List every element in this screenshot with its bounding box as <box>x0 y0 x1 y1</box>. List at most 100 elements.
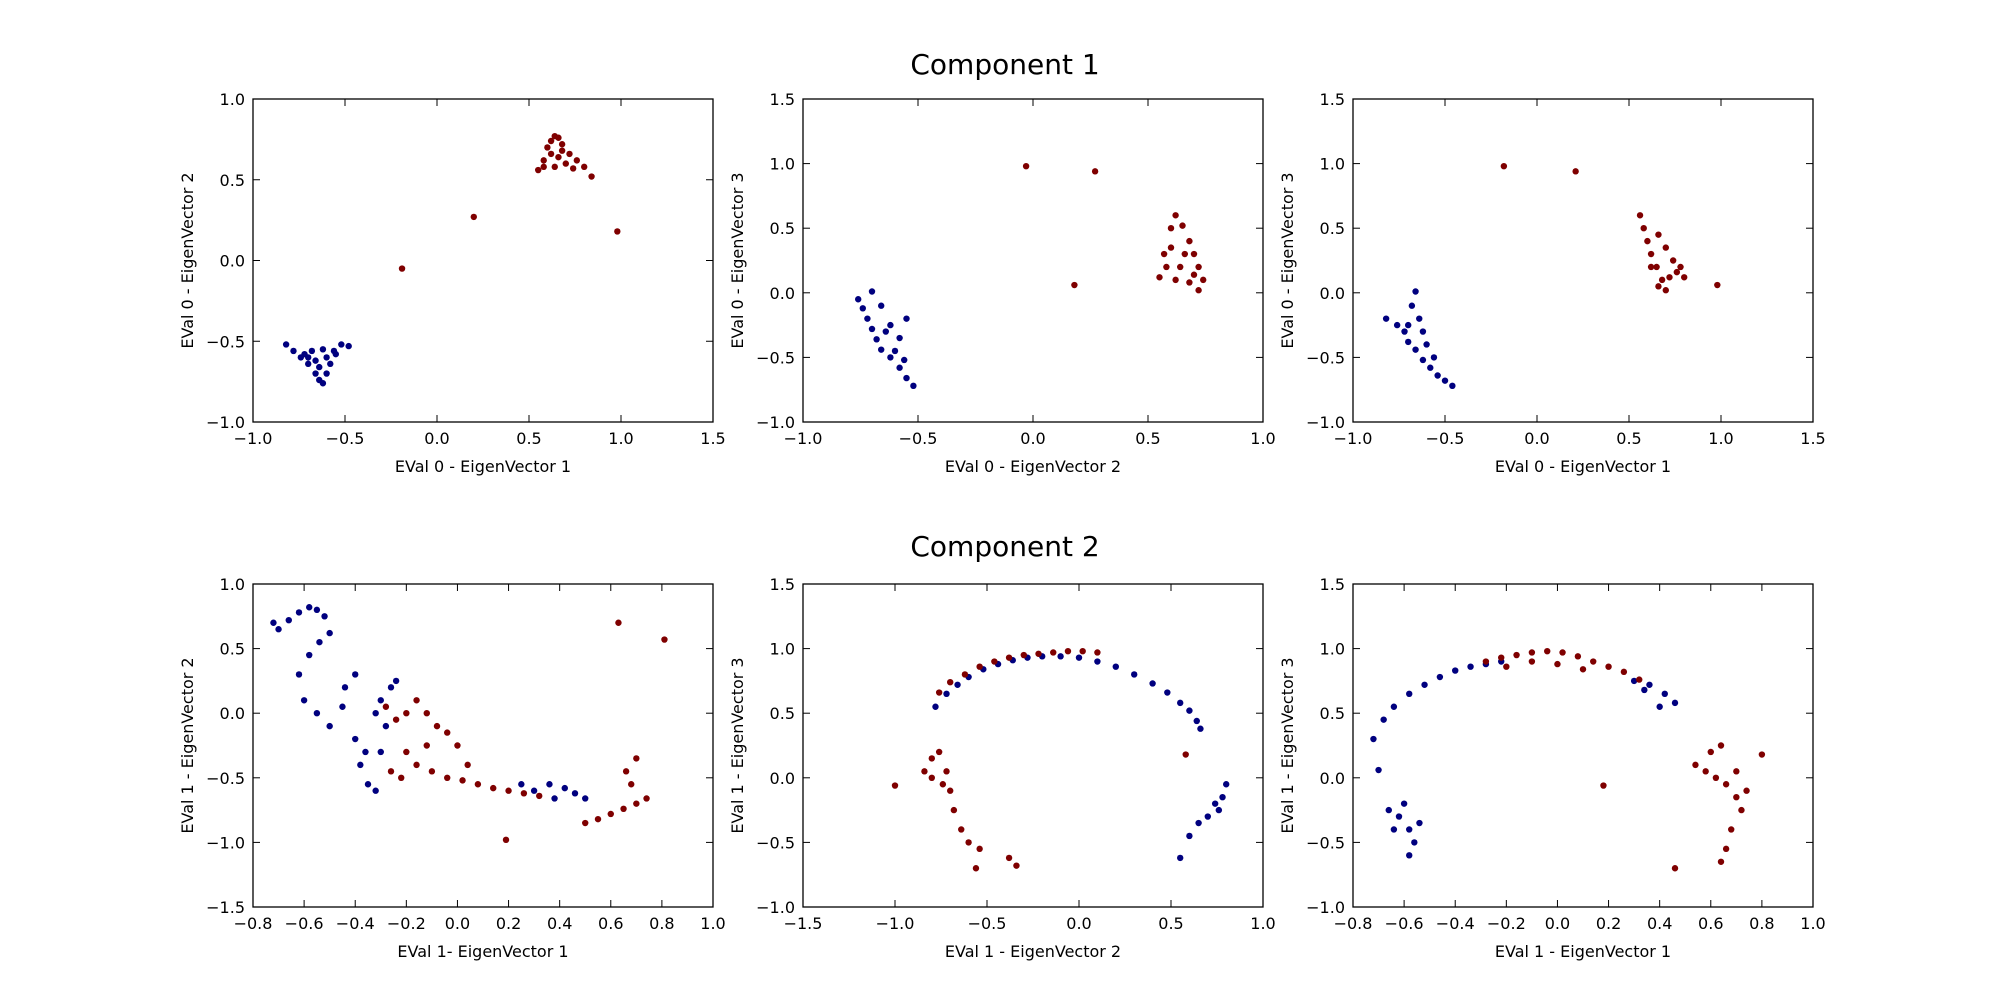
x-axis-label: EVal 1 - EigenVector 2 <box>945 942 1121 961</box>
data-point-series-0 <box>316 363 323 371</box>
data-point-series-1 <box>562 160 569 167</box>
data-point-series-1 <box>1071 281 1078 289</box>
data-point-series-1 <box>628 781 635 788</box>
data-point-series-0 <box>270 619 277 626</box>
data-point-series-1 <box>1662 244 1670 251</box>
data-point-series-0 <box>1423 341 1430 348</box>
data-point-series-1 <box>1722 781 1730 788</box>
y-tick-label: 0.5 <box>1320 219 1345 238</box>
data-point-series-0 <box>1195 819 1202 827</box>
y-tick-label: −0.5 <box>756 348 795 367</box>
data-point-series-0 <box>372 787 379 794</box>
y-tick-label: 1.5 <box>770 575 795 594</box>
x-tick-label: 1.0 <box>1250 429 1275 448</box>
data-point-series-1 <box>454 742 461 749</box>
data-point-series-1 <box>1091 168 1099 175</box>
data-point-series-0 <box>345 342 352 350</box>
data-point-series-0 <box>312 370 319 377</box>
y-axis-label: EVal 1 - EigenVector 3 <box>1278 657 1297 833</box>
data-point-series-0 <box>1149 680 1156 687</box>
data-point-series-0 <box>1390 703 1398 710</box>
data-point-series-0 <box>1452 667 1459 674</box>
data-point-series-0 <box>341 684 349 691</box>
data-point-series-0 <box>1430 354 1438 361</box>
data-point-series-1 <box>943 768 950 775</box>
data-point-series-0 <box>1075 654 1083 661</box>
data-point-series-1 <box>1513 651 1520 659</box>
data-point-series-0 <box>1405 321 1412 329</box>
y-axis-label: EVal 0 - EigenVector 3 <box>1278 172 1297 348</box>
data-point-series-1 <box>1177 263 1184 271</box>
data-point-series-1 <box>1020 651 1027 659</box>
data-point-series-1 <box>976 663 983 670</box>
data-point-series-0 <box>954 681 961 688</box>
data-point-series-0 <box>300 697 308 704</box>
data-point-series-1 <box>991 658 998 665</box>
data-point-series-0 <box>1441 377 1449 384</box>
data-point-series-1 <box>1156 274 1163 281</box>
x-tick-label: 0.2 <box>1596 914 1621 933</box>
data-point-series-1 <box>1498 654 1505 661</box>
data-point-series-0 <box>551 795 558 802</box>
data-point-series-1 <box>1655 283 1662 290</box>
data-point-series-1 <box>1579 666 1587 673</box>
data-point-series-1 <box>1559 649 1566 656</box>
data-point-series-0 <box>1405 338 1412 346</box>
x-tick-label: 0.2 <box>496 914 521 933</box>
x-tick-label: −0.6 <box>285 914 324 933</box>
y-tick-label: 1.0 <box>1320 640 1345 659</box>
x-tick-label: −0.8 <box>234 914 273 933</box>
data-point-series-0 <box>1057 653 1064 660</box>
data-point-series-1 <box>474 781 482 788</box>
data-point-series-1 <box>555 134 562 141</box>
data-point-series-0 <box>1395 813 1403 820</box>
data-point-series-1 <box>1702 768 1709 775</box>
data-point-series-1 <box>1733 793 1740 801</box>
data-point-series-1 <box>1186 279 1193 286</box>
x-tick-label: 0.0 <box>1524 429 1549 448</box>
x-tick-label: −0.6 <box>1385 914 1424 933</box>
data-point-series-0 <box>859 305 866 312</box>
data-point-series-1 <box>1503 663 1510 670</box>
data-point-series-0 <box>1406 690 1413 698</box>
x-tick-label: −0.5 <box>1426 429 1465 448</box>
data-point-series-0 <box>364 781 372 788</box>
data-point-series-1 <box>464 761 471 769</box>
data-point-series-1 <box>1079 647 1086 655</box>
data-point-series-0 <box>377 697 384 704</box>
data-point-series-1 <box>1050 649 1057 656</box>
data-point-series-1 <box>569 165 577 172</box>
data-point-series-0 <box>1467 663 1474 670</box>
data-point-series-1 <box>607 810 614 818</box>
data-point-series-1 <box>1712 774 1720 781</box>
data-point-series-1 <box>1669 257 1677 264</box>
data-point-series-0 <box>295 671 303 678</box>
data-point-series-0 <box>518 781 525 788</box>
data-point-series-1 <box>403 748 410 756</box>
x-tick-label: 0.0 <box>424 429 449 448</box>
data-point-series-1 <box>1677 263 1684 271</box>
data-point-series-0 <box>295 609 303 616</box>
data-point-series-1 <box>1644 237 1651 245</box>
data-point-series-1 <box>1181 250 1189 258</box>
data-point-series-0 <box>313 710 321 717</box>
data-point-series-0 <box>1449 382 1456 390</box>
data-point-series-1 <box>459 777 466 784</box>
data-point-series-1 <box>958 826 965 833</box>
data-point-series-1 <box>1636 676 1643 683</box>
data-point-series-1 <box>1758 751 1766 758</box>
data-point-series-0 <box>1131 671 1138 678</box>
x-tick-label: −1.0 <box>234 429 273 448</box>
y-tick-label: 0.0 <box>220 704 245 723</box>
data-point-series-1 <box>1728 826 1735 833</box>
data-point-series-0 <box>392 677 400 685</box>
y-tick-label: −0.5 <box>206 332 245 351</box>
data-point-series-1 <box>614 228 621 235</box>
x-axis-label: EVal 1 - EigenVector 1 <box>1495 942 1671 961</box>
data-point-series-1 <box>490 784 497 792</box>
data-point-series-1 <box>1640 225 1647 232</box>
x-tick-label: −0.5 <box>899 429 938 448</box>
